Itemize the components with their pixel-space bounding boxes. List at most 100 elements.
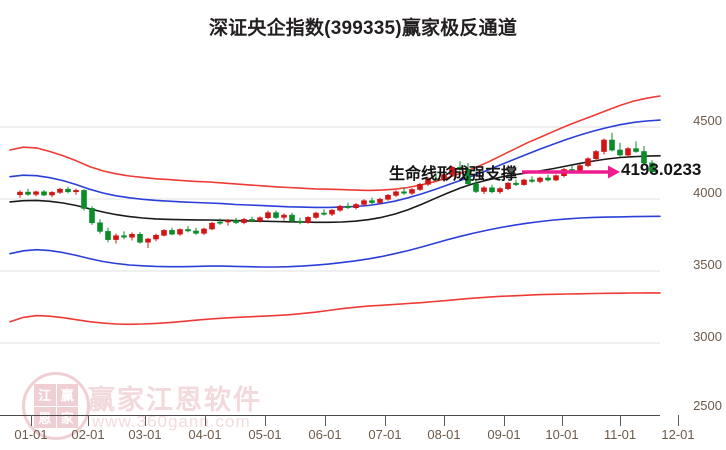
candle-body: [241, 219, 247, 223]
candle-body: [377, 199, 383, 203]
candle-body: [153, 235, 159, 240]
x-axis-label: 01-01: [14, 427, 48, 442]
x-axis-tick: [620, 415, 621, 426]
x-axis-label: 10-01: [545, 427, 579, 442]
candle-body: [345, 205, 351, 208]
candle-body: [321, 212, 327, 215]
candle-body: [121, 235, 127, 238]
x-axis-label: 06-01: [308, 427, 342, 442]
candle-body: [297, 220, 303, 223]
candle-body: [353, 204, 359, 209]
y-axis-label: 3000: [693, 329, 722, 344]
candle-body: [201, 228, 207, 234]
candle-body: [401, 191, 407, 194]
candle-body: [65, 188, 71, 193]
channel-line-4: [9, 292, 661, 326]
x-axis-label: 03-01: [128, 427, 162, 442]
candle-body: [329, 209, 335, 215]
candle-body: [225, 220, 231, 223]
x-axis-label: 08-01: [427, 427, 461, 442]
candle-body: [289, 214, 295, 222]
candle-body: [425, 178, 431, 185]
x-axis-tick: [31, 415, 32, 426]
candlestick-series: [17, 132, 655, 248]
candle-body: [137, 234, 143, 243]
candle-body: [257, 217, 263, 222]
x-axis: 01-01 02-01 03-01 04-01 05-01 06-01 07-01 08-01…: [0, 415, 726, 450]
candle-body: [481, 187, 487, 192]
x-axis-tick: [562, 415, 563, 426]
candle-body: [209, 222, 215, 230]
y-axis-label: 3500: [693, 257, 722, 272]
candle-body: [489, 187, 495, 193]
last-price-label: 4193.0233: [621, 160, 702, 179]
x-axis-tick: [678, 415, 679, 426]
x-axis-tick: [205, 415, 206, 426]
x-axis-label: 04-01: [188, 427, 222, 442]
candle-body: [81, 190, 87, 209]
candle-body: [233, 220, 239, 223]
channel-line-1: [9, 119, 661, 209]
x-axis-tick: [325, 415, 326, 426]
x-axis-label: 09-01: [487, 427, 521, 442]
candle-body: [529, 179, 535, 182]
candle-body: [25, 191, 31, 195]
x-axis-label: 12-01: [661, 427, 695, 442]
candle-body: [313, 212, 319, 218]
candle-body: [113, 235, 119, 240]
candle-body: [185, 229, 191, 232]
candle-body: [553, 175, 559, 181]
annotation-note: 生命线形成强支撑: [389, 166, 518, 183]
candle-body: [97, 222, 103, 232]
x-axis-tick: [265, 415, 266, 426]
candle-body: [265, 212, 271, 218]
candle-body: [641, 151, 647, 164]
candle-body: [73, 190, 79, 193]
x-axis-tick: [88, 415, 89, 426]
arrow-head-icon: [608, 165, 620, 179]
candle-body: [57, 188, 63, 193]
channel-line-0: [9, 95, 661, 192]
annotation-arrow: [522, 165, 620, 179]
x-axis-tick: [385, 415, 386, 426]
x-axis-label: 07-01: [368, 427, 402, 442]
candle-body: [457, 167, 463, 170]
y-axis-label: 4500: [693, 113, 722, 128]
candle-body: [465, 169, 471, 185]
candle-body: [17, 191, 23, 196]
candle-body: [585, 158, 591, 166]
candle-body: [41, 191, 47, 196]
x-axis-label: 02-01: [71, 427, 105, 442]
x-axis-tick: [444, 415, 445, 426]
candle-body: [177, 229, 183, 235]
x-axis-tick: [504, 415, 505, 426]
candle-body: [601, 139, 607, 152]
chart-svg: [0, 95, 661, 344]
candle-body: [521, 179, 527, 185]
candle-body: [129, 234, 135, 238]
candle-body: [545, 177, 551, 181]
candle-body: [625, 148, 631, 156]
candle-body: [305, 217, 311, 223]
candle-body: [393, 191, 399, 196]
candle-body: [49, 192, 55, 196]
candle-body: [505, 182, 511, 189]
candle-body: [369, 200, 375, 203]
candle-body: [217, 221, 223, 224]
y-axis-label: 2500: [693, 398, 722, 413]
candle-body: [617, 149, 623, 156]
candle-body: [537, 177, 543, 182]
candle-body: [169, 230, 175, 235]
candle-body: [449, 167, 455, 175]
candle-body: [89, 208, 95, 224]
candle-body: [609, 139, 615, 151]
candle-body: [433, 178, 439, 181]
channel-line-3: [9, 215, 661, 268]
candle-body: [593, 151, 599, 159]
x-axis-label: 05-01: [248, 427, 282, 442]
candle-body: [273, 212, 279, 218]
candle-body: [385, 195, 391, 200]
candle-body: [105, 231, 111, 240]
x-axis-label: 11-01: [603, 427, 637, 442]
